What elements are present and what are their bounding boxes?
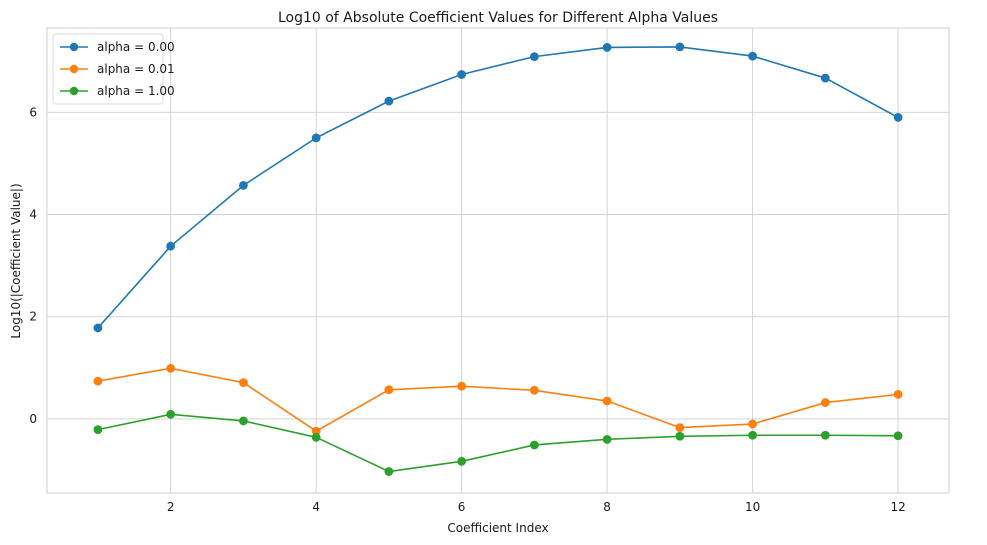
y-tick-label: 0 [29,412,37,426]
series-line [97,367,899,432]
series-0 [93,42,903,333]
data-point [93,425,103,435]
data-point [166,363,176,373]
grid [47,28,949,493]
x-tick-label: 2 [167,500,175,514]
data-point [384,385,394,395]
data-point [311,426,321,436]
data-point [311,432,321,442]
y-tick-label: 2 [29,310,37,324]
tick-labels: 2 4 6 8 10 12 0 2 4 6 [29,105,905,514]
legend-marker-0 [69,42,79,52]
data-point [239,416,248,426]
data-point [675,431,685,441]
legend-label-1: alpha = 0.01 [97,62,175,76]
legend-marker-1 [69,64,79,74]
x-tick-label: 6 [458,500,466,514]
data-point [675,423,685,432]
data-point [602,43,612,52]
series-1 [93,363,903,436]
data-point [166,409,176,419]
data-point [239,378,248,388]
data-point [675,42,685,52]
data-point [166,241,176,251]
data-point [93,323,103,333]
data-point [384,96,394,106]
data-point [893,113,903,122]
series-group [93,42,903,476]
data-point [893,389,903,399]
data-point [748,419,757,429]
data-point [893,431,903,441]
y-tick-label: 6 [29,105,37,119]
data-point [529,385,539,395]
series-line [97,413,899,473]
legend-box [52,33,164,105]
data-point [602,434,612,444]
legend-entry-alpha-1.00: alpha = 1.00 [60,84,175,98]
data-point [457,456,467,466]
legend-entry-alpha-0.00: alpha = 0.00 [60,40,175,54]
y-axis-label: Log10(|Coefficient Value|) [9,183,23,338]
legend-label-0: alpha = 0.00 [97,40,175,54]
legend-label-2: alpha = 1.00 [97,84,175,98]
legend: alpha = 0.00 alpha = 0.01 alpha = 1.00 [52,33,175,105]
data-point [602,396,612,406]
x-axis-label: Coefficient Index [447,521,548,535]
legend-entry-alpha-0.01: alpha = 0.01 [60,62,175,76]
data-point [384,467,394,476]
data-point [239,180,248,190]
data-point [748,430,757,440]
x-tick-label: 12 [890,500,905,514]
legend-marker-2 [69,86,79,96]
data-point [820,398,830,407]
y-tick-label: 4 [29,208,37,222]
data-point [457,70,467,79]
plot-frame [46,27,950,494]
series-2 [93,409,903,476]
data-point [748,51,757,61]
data-point [93,376,103,386]
chart-title: Log10 of Absolute Coefficient Values for… [278,10,718,26]
data-point [820,73,830,83]
x-tick-label: 8 [603,500,611,514]
x-tick-label: 4 [312,500,320,514]
data-point [311,133,321,143]
data-point [820,430,830,440]
data-point [529,440,539,450]
data-point [457,381,467,391]
data-point [529,52,539,62]
series-line [97,46,899,329]
x-tick-label: 10 [745,500,760,514]
